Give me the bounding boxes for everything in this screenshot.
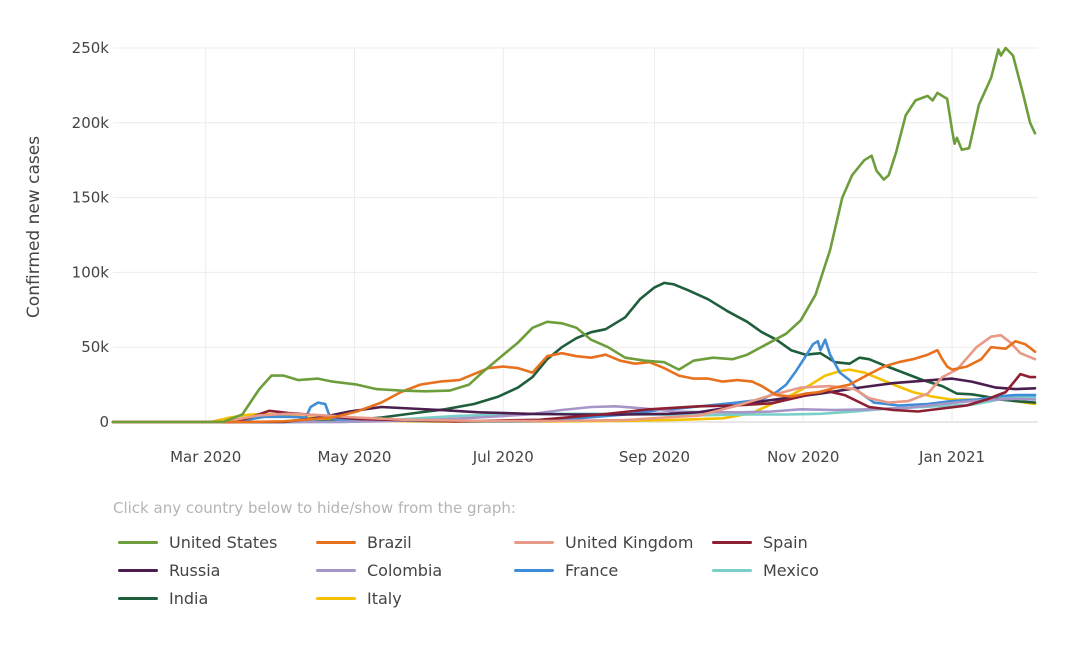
legend-swatch	[712, 568, 752, 572]
legend-swatch	[514, 568, 554, 572]
legend-hint: Click any country below to hide/show fro…	[113, 499, 516, 517]
legend-item-mexico[interactable]: Mexico	[712, 559, 910, 581]
legend-label: Colombia	[367, 560, 443, 580]
series-line-united-kingdom[interactable]	[111, 333, 1037, 424]
series-line-mexico[interactable]	[111, 395, 1037, 424]
legend-swatch	[118, 540, 158, 544]
legend-swatch	[118, 596, 158, 600]
x-tick-label: May 2020	[317, 448, 391, 466]
y-tick-label: 200k	[72, 114, 110, 132]
legend-item-brazil[interactable]: Brazil	[316, 531, 514, 553]
series-lines	[111, 46, 1037, 424]
x-tick-label: Nov 2020	[767, 448, 839, 466]
y-tick-label: 0	[99, 413, 109, 431]
y-axis-label: Confirmed new cases	[24, 136, 44, 318]
x-axis-ticks: Mar 2020 May 2020 Jul 2020 Sep 2020 Nov 2020…	[170, 448, 985, 466]
x-tick-label: Sep 2020	[619, 448, 690, 466]
legend-label: Italy	[367, 588, 402, 608]
series-line-france[interactable]	[111, 338, 1037, 424]
y-tick-label: 250k	[72, 39, 110, 57]
series-line-brazil[interactable]	[111, 339, 1037, 424]
legend-swatch	[118, 568, 158, 572]
x-tick-label: Jul 2020	[472, 448, 534, 466]
y-axis-ticks: 0 50k 100k 150k 200k 250k	[72, 39, 110, 431]
legend-swatch	[316, 540, 356, 544]
legend: United States Brazil United Kingdom Spai…	[118, 531, 938, 609]
y-tick-label: 50k	[81, 338, 109, 356]
line-chart: 0 50k 100k 150k 200k 250k Mar 2020 May 2020 Jul…	[24, 39, 1038, 466]
legend-item-italy[interactable]: Italy	[316, 587, 514, 609]
legend-label: France	[565, 560, 619, 580]
legend-label: Spain	[763, 532, 808, 552]
legend-label: India	[169, 588, 209, 608]
legend-item-colombia[interactable]: Colombia	[316, 559, 514, 581]
x-tick-label: Jan 2021	[918, 448, 985, 466]
legend-label: Russia	[169, 560, 221, 580]
legend-swatch	[316, 596, 356, 600]
legend-label: United States	[169, 532, 278, 552]
legend-item-united-kingdom[interactable]: United Kingdom	[514, 531, 712, 553]
series-line-russia[interactable]	[111, 377, 1037, 424]
series-line-united-states[interactable]	[111, 46, 1037, 424]
legend-swatch	[514, 540, 554, 544]
legend-item-russia[interactable]: Russia	[118, 559, 316, 581]
gridlines	[113, 47, 1038, 423]
x-tick-label: Mar 2020	[170, 448, 241, 466]
legend-item-france[interactable]: France	[514, 559, 712, 581]
legend-swatch	[712, 540, 752, 544]
legend-label: Mexico	[763, 560, 819, 580]
legend-swatch	[316, 568, 356, 572]
legend-item-spain[interactable]: Spain	[712, 531, 910, 553]
y-tick-label: 100k	[72, 263, 110, 281]
legend-item-india[interactable]: India	[118, 587, 316, 609]
legend-label: Brazil	[367, 532, 412, 552]
legend-item-united-states[interactable]: United States	[118, 531, 316, 553]
legend-label: United Kingdom	[565, 532, 694, 552]
y-tick-label: 150k	[72, 189, 110, 207]
